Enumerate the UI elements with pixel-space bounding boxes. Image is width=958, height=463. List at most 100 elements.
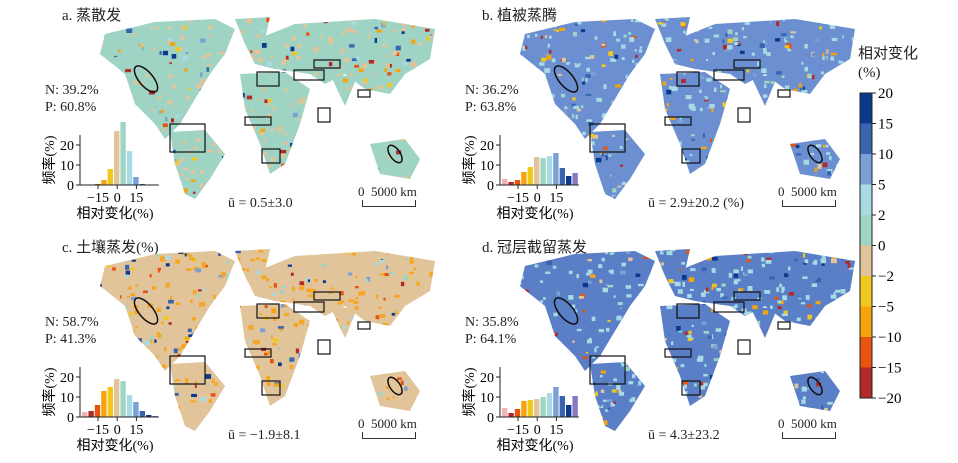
panel-b: b. 植被蒸腾 N: 36.2% P: 63.8% ū = 2.9±20.2 (%… [420,0,855,232]
x-tick-label: −15 [507,191,529,206]
sign-share: N: 58.7% P: 41.3% [45,314,99,348]
x-tick-label: 15 [129,191,143,206]
y-axis-label: 频率(%) [41,367,58,416]
histogram-bar [540,397,546,417]
region-ellipse [807,376,823,396]
study-region-box [681,148,701,164]
africa-region [660,304,730,406]
histogram-bar [566,176,572,185]
colorbar-swatch [860,245,872,276]
study-region-box [713,301,745,313]
histogram-bar [514,409,521,417]
colorbar-swatch [860,306,872,337]
colorbar-tick-label: −5 [878,300,894,316]
histogram-bar [553,387,559,417]
colorbar-swatch [860,215,872,246]
scale-zero: 0 [358,416,365,431]
histogram-bar [546,393,553,417]
negative-share: N: 58.7% [45,315,99,330]
histogram-bar [572,396,578,417]
panel-d: d. 冠层截留蒸发 N: 35.8% P: 64.1% ū = 4.3±23.2 … [420,232,855,463]
y-tick-label: 0 [67,411,74,426]
y-tick-label: 0 [67,179,74,194]
panel-title: c. 土壤蒸发(%) [62,240,159,256]
histogram-bar [521,401,527,417]
colorbar-tick-label: 5 [878,178,886,194]
scale-label: 5000 km [371,184,417,199]
x-tick-label: 15 [129,423,143,438]
y-axis-label: 频率(%) [461,367,478,416]
colorbar-tick-label: −20 [878,391,901,403]
histogram-bar [553,153,559,185]
histogram-bar [559,396,565,417]
region-ellipse [387,376,403,396]
study-region-box [357,321,371,330]
histogram-bar [534,157,540,185]
colorbar-swatch [860,367,872,398]
histogram-bar [527,400,533,417]
positive-share: P: 60.8% [45,100,97,115]
region-ellipse [553,65,579,93]
y-tick-label: 20 [60,371,74,386]
colorbar-title: 相对变化 [858,46,919,62]
y-tick-label: 10 [60,159,74,174]
histogram-bar [508,182,514,185]
study-region-box [681,380,701,396]
scale-bar: 0 5000 km [358,416,417,439]
australia-region [790,139,840,179]
histogram-bar [527,167,533,185]
histogram-bar [521,172,527,185]
region-ellipse [553,297,579,325]
frequency-histogram: 0 10 20 −15 0 15 频率(%) 相对变化(%) [461,367,579,454]
x-tick-label: −15 [87,191,109,206]
scale-bar: 0 5000 km [358,184,417,207]
histogram-bar [107,169,113,185]
india-region [750,74,777,106]
colorbar-unit: (%) [858,65,881,81]
histogram-bar [120,122,126,185]
scale-label: 5000 km [791,184,837,199]
histogram-bar [107,387,113,417]
histogram-bar [94,405,101,417]
mean-value: ū = 0.5±3.0 [228,196,293,211]
histogram-bar [508,413,514,417]
scale-zero: 0 [358,184,365,199]
histogram-bar [514,180,521,185]
y-tick-label: 0 [487,179,494,194]
study-region-box [676,71,700,87]
india-region [330,74,357,106]
negative-share: N: 36.2% [465,83,519,98]
frequency-histogram: 0 10 20 −15 0 15 频率(%) 相对变化(%) [41,367,159,454]
y-tick-label: 10 [480,159,494,174]
mean-value: ū = −1.9±8.1 [228,428,301,443]
positive-share: P: 63.8% [465,100,517,115]
panel-a: a. 蒸散发 N: 39.2% P: 60.8% ū = 0.5±3.0 0 50… [0,0,435,232]
x-axis-label: 相对变化(%) [77,438,154,454]
region-ellipse [133,297,159,325]
study-region-box [589,123,626,153]
africa-region [240,72,310,174]
colorbar-tick-label: −15 [878,361,901,377]
frequency-histogram: 0 10 20 −15 0 15 频率(%) 相对变化(%) [41,122,159,222]
colorbar-tick-label: 2 [878,208,886,224]
x-axis-label: 相对变化(%) [77,206,154,222]
x-tick-label: 15 [549,191,563,206]
australia-region [370,371,420,411]
africa-region [240,304,310,406]
panel-title: b. 植被蒸腾 [482,8,558,24]
north-america-region [100,19,235,139]
study-region-box [293,301,325,313]
australia-region [370,139,420,179]
panel-title: a. 蒸散发 [62,8,122,24]
x-tick-label: −15 [87,423,109,438]
scale-bar: 0 5000 km [778,184,837,207]
colorbar-tick-label: 20 [878,86,893,102]
histogram-bar [120,381,126,417]
positive-share: P: 41.3% [45,332,97,347]
study-region-box [261,380,281,396]
sign-share: N: 36.2% P: 63.8% [465,82,519,116]
histogram-bar [540,158,546,185]
study-region-box [777,89,791,98]
study-region-box [169,123,206,153]
histogram-bar [572,173,578,185]
